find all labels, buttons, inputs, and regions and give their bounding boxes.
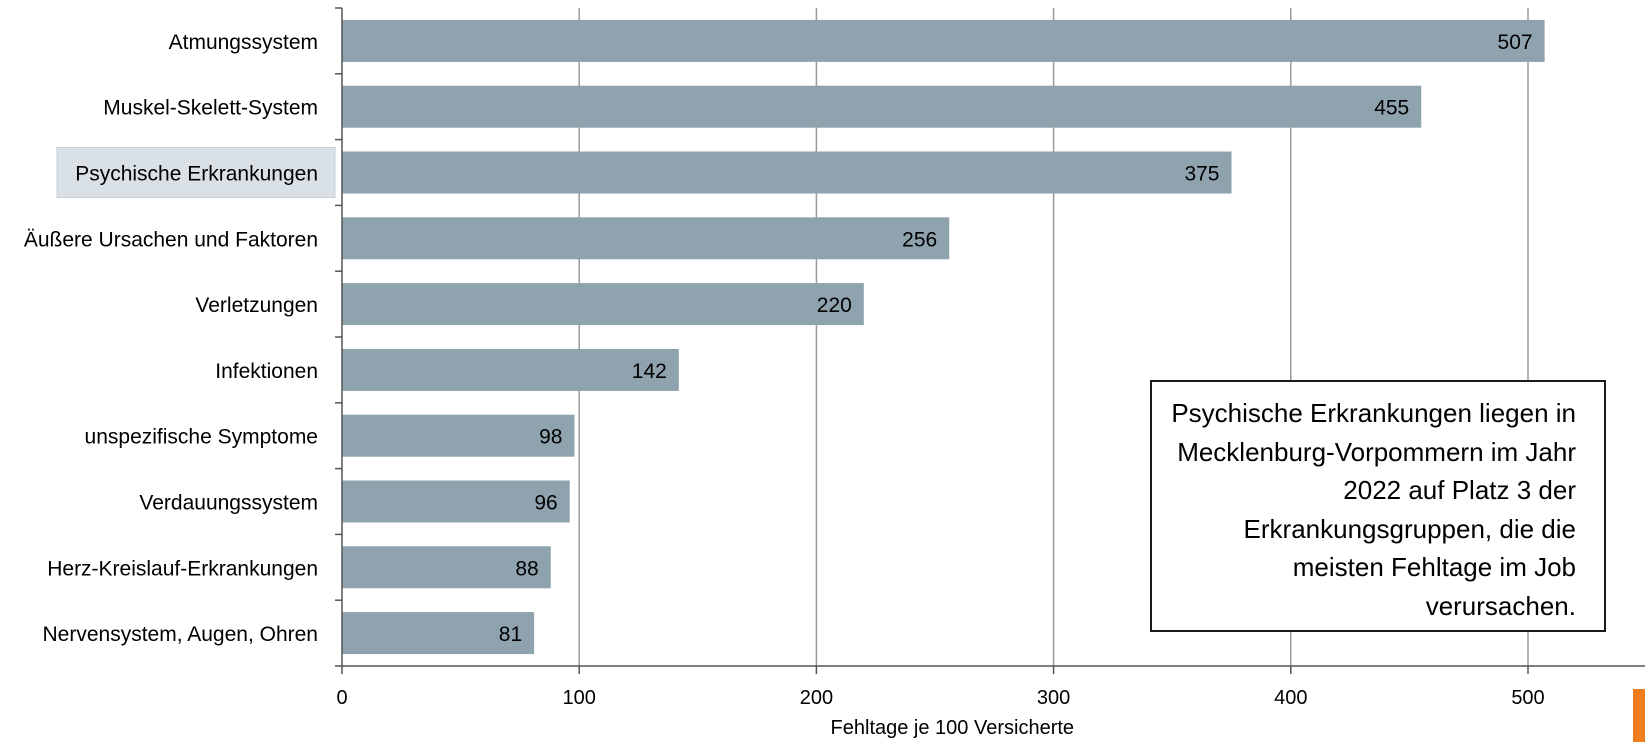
category-label: unspezifische Symptome — [85, 426, 318, 449]
x-tick-label: 500 — [1511, 687, 1544, 709]
category-label: Verletzungen — [195, 294, 318, 317]
bar — [342, 612, 535, 655]
bar — [342, 19, 1545, 62]
annotation-box: Psychische Erkrankungen liegen in Meckle… — [1150, 380, 1606, 632]
bar — [342, 85, 1422, 128]
bar-value-label: 142 — [632, 360, 667, 383]
x-tick-label: 200 — [800, 687, 833, 709]
x-axis-title: Fehltage je 100 Versicherte — [831, 717, 1075, 739]
bar — [342, 546, 551, 589]
bar-value-label: 507 — [1498, 31, 1533, 54]
bar-value-label: 96 — [534, 492, 557, 515]
category-label: Nervensystem, Augen, Ohren — [43, 623, 318, 646]
x-tick-label: 300 — [1037, 687, 1070, 709]
highlight-box — [56, 147, 336, 198]
bar-value-label: 455 — [1374, 97, 1409, 120]
category-label: Atmungssystem — [169, 31, 318, 54]
x-tick-label: 400 — [1274, 687, 1307, 709]
bar — [342, 414, 575, 457]
bar-value-label: 375 — [1184, 163, 1219, 186]
category-label: Äußere Ursachen und Faktoren — [24, 228, 318, 251]
bars — [342, 19, 1545, 655]
category-label: Psychische Erkrankungen — [75, 163, 318, 186]
bar-value-label: 81 — [499, 623, 522, 646]
category-label: Verdauungssystem — [139, 492, 318, 515]
x-tick-label: 100 — [563, 687, 596, 709]
bar — [342, 151, 1232, 194]
bar-value-label: 220 — [817, 294, 852, 317]
bar-value-label: 256 — [902, 228, 937, 251]
category-label: Infektionen — [215, 360, 318, 383]
bar — [342, 348, 679, 391]
bar — [342, 283, 864, 326]
category-label: Muskel-Skelett-System — [103, 97, 318, 120]
bar — [342, 480, 570, 523]
bar — [342, 217, 950, 260]
annotation-text: Psychische Erkrankungen liegen in Meckle… — [1171, 398, 1576, 621]
x-tick-label: 0 — [336, 687, 347, 709]
bar-value-label: 98 — [539, 426, 562, 449]
category-label: Herz-Kreislauf-Erkrankungen — [47, 557, 318, 580]
bar-value-label: 88 — [515, 557, 538, 580]
axes — [335, 7, 1645, 674]
corner-accent-decoration — [1633, 689, 1645, 742]
labels: 0 100 200 300 400 500 507 Atmungssystem 455 Muske… — [24, 31, 1545, 709]
